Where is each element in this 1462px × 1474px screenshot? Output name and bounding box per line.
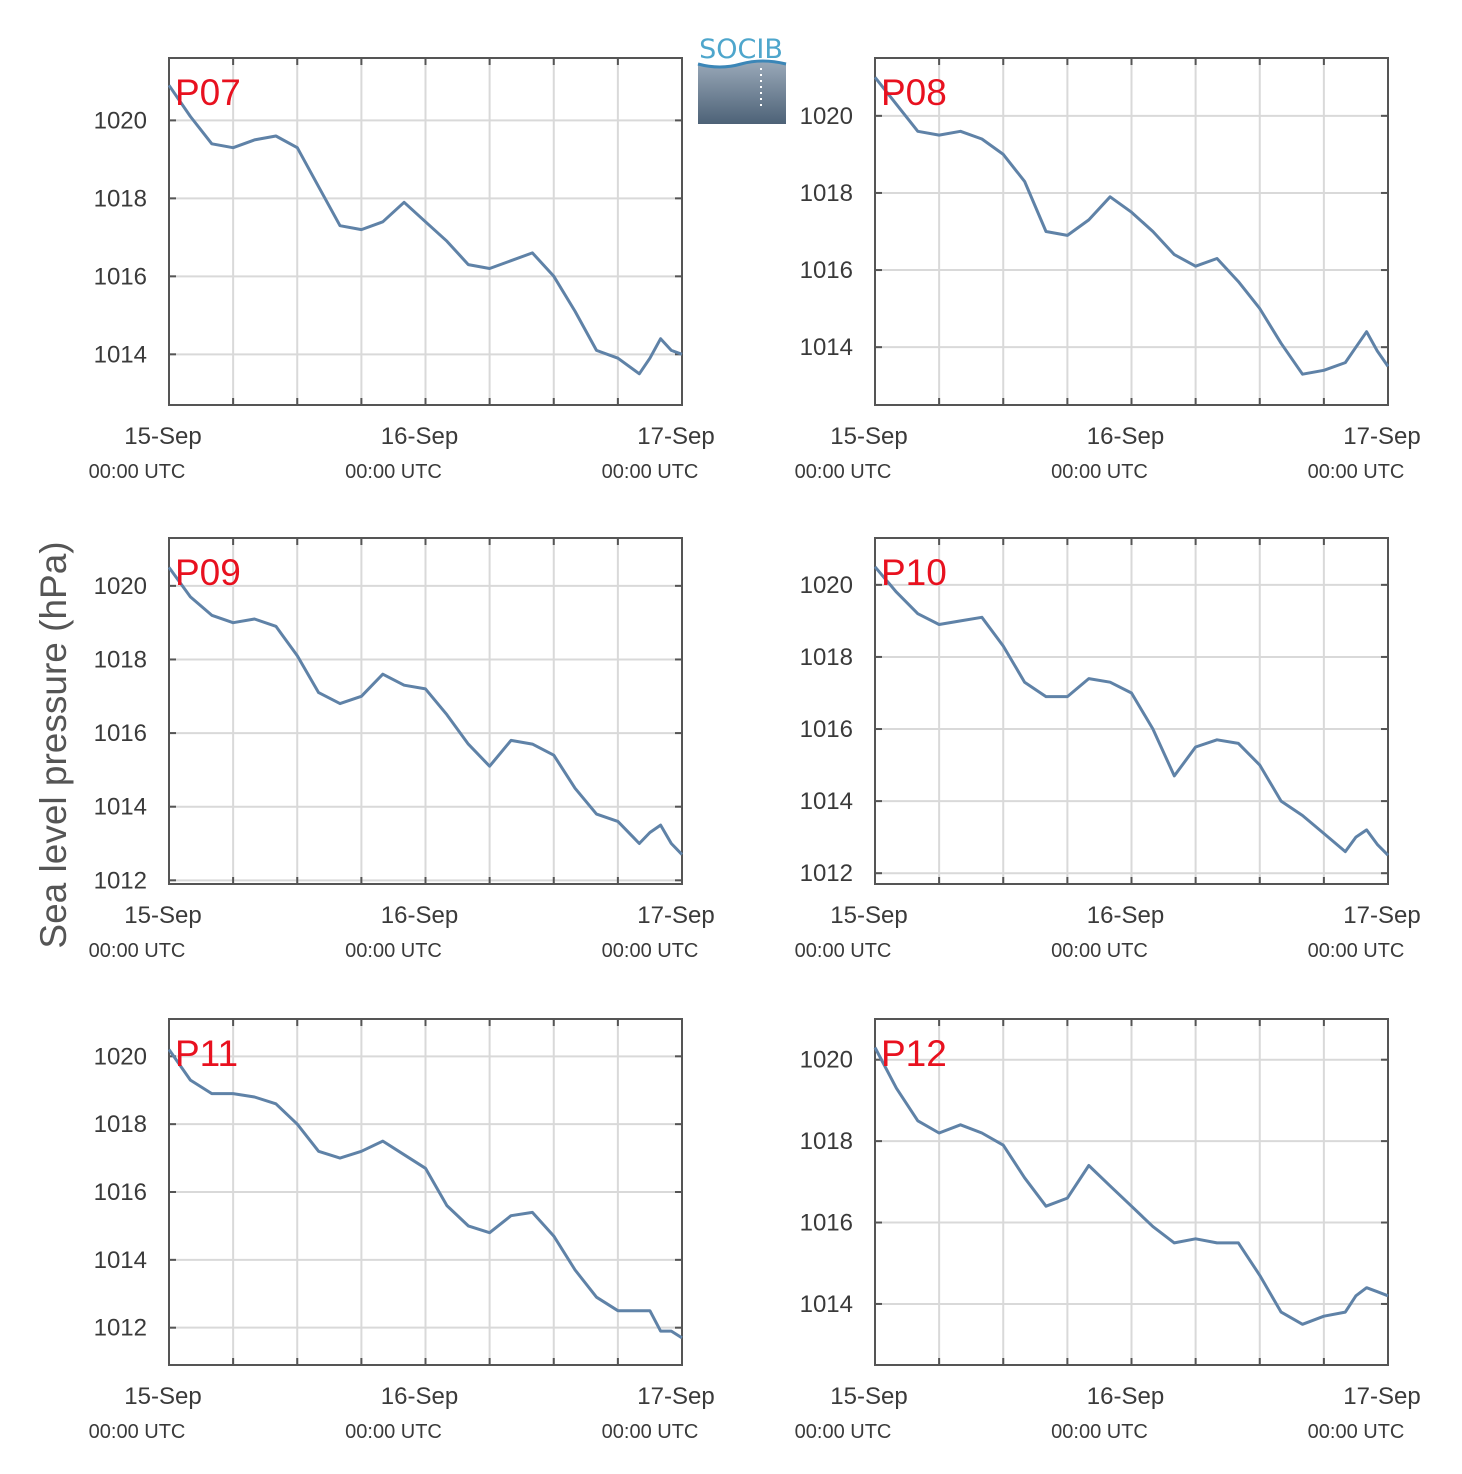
y-tick-label: 1012	[800, 860, 853, 887]
x-tick-label: 17-Sep	[1343, 902, 1420, 929]
y-tick-label: 1018	[800, 180, 853, 207]
panel-p11: 1012 1014 1016 1018 1020 15-Sep 00:00 UTC 16-Se…	[89, 1018, 715, 1443]
x-tick-label: 16-Sep	[381, 423, 458, 450]
x-tick-label: 17-Sep	[1343, 423, 1420, 450]
series-line-p11	[167, 1048, 683, 1340]
series-line-p10	[873, 565, 1390, 857]
x-tick-sublabel: 00:00 UTC	[795, 940, 892, 962]
x-tick-sublabel: 00:00 UTC	[1308, 461, 1405, 483]
x-tick-label: 16-Sep	[381, 1383, 458, 1410]
x-tick-sublabel: 00:00 UTC	[602, 1421, 699, 1443]
x-tick-label: 15-Sep	[830, 902, 907, 929]
y-tick-label: 1020	[800, 1047, 853, 1074]
x-tick-sublabel: 00:00 UTC	[1051, 461, 1148, 483]
y-tick-label: 1014	[94, 341, 147, 368]
y-tick-label: 1012	[94, 1315, 147, 1342]
y-tick-label: 1018	[800, 1128, 853, 1155]
y-tick-label: 1016	[800, 257, 853, 284]
panel-p12: 1014 1016 1018 1020 15-Sep 00:00 UTC 16-Sep 00:…	[795, 1018, 1421, 1443]
x-tick-sublabel: 00:00 UTC	[1051, 940, 1148, 962]
y-tick-label: 1014	[800, 788, 853, 815]
logo-wave-highlight	[697, 59, 787, 69]
x-tick-label: 15-Sep	[830, 1383, 907, 1410]
y-tick-label: 1020	[800, 103, 853, 130]
y-tick-label: 1016	[800, 716, 853, 743]
y-tick-label: 1016	[94, 1179, 147, 1206]
panel-p09: 1012 1014 1016 1018 1020 15-Sep 00:00 UTC 16-Se…	[89, 537, 715, 962]
x-tick-sublabel: 00:00 UTC	[795, 461, 892, 483]
y-tick-label: 1014	[800, 334, 853, 361]
x-tick-sublabel: 00:00 UTC	[1308, 940, 1405, 962]
panel-label: P07	[175, 72, 241, 113]
y-tick-label: 1018	[94, 185, 147, 212]
y-tick-label: 1014	[800, 1291, 853, 1318]
x-tick-label: 17-Sep	[637, 1383, 714, 1410]
panel-p08: 1014 1016 1018 1020 15-Sep 00:00 UTC 16-Sep 00:…	[795, 57, 1421, 483]
y-tick-label: 1016	[800, 1210, 853, 1237]
x-tick-label: 15-Sep	[124, 423, 201, 450]
panels: 1014 1016 1018 1020 15-Sep 00:00 UTC 16-Sep 00:…	[89, 57, 1421, 1443]
panel-label: P09	[175, 552, 241, 593]
x-tick-sublabel: 00:00 UTC	[89, 461, 186, 483]
y-tick-label: 1012	[94, 867, 147, 894]
panel-label: P12	[881, 1033, 947, 1074]
socib-logo: SOCIB	[697, 34, 787, 124]
x-tick-label: 15-Sep	[124, 1383, 201, 1410]
panel-label: P10	[881, 552, 947, 593]
y-tick-label: 1018	[94, 1111, 147, 1138]
x-tick-label: 16-Sep	[1087, 1383, 1164, 1410]
x-tick-label: 15-Sep	[830, 423, 907, 450]
x-tick-label: 17-Sep	[637, 902, 714, 929]
y-axis-label: Sea level pressure (hPa)	[33, 541, 74, 948]
x-tick-sublabel: 00:00 UTC	[602, 940, 699, 962]
y-tick-label: 1020	[94, 107, 147, 134]
logo-wave	[698, 61, 786, 124]
x-tick-sublabel: 00:00 UTC	[345, 940, 442, 962]
y-tick-label: 1016	[94, 720, 147, 747]
y-tick-label: 1020	[94, 1043, 147, 1070]
y-tick-label: 1018	[94, 646, 147, 673]
x-tick-label: 16-Sep	[1087, 902, 1164, 929]
panel-label: P08	[881, 72, 947, 113]
x-tick-sublabel: 00:00 UTC	[89, 940, 186, 962]
series-line-p08	[873, 76, 1390, 376]
series-line-p07	[167, 84, 683, 376]
x-tick-label: 16-Sep	[381, 902, 458, 929]
x-tick-label: 15-Sep	[124, 902, 201, 929]
x-tick-sublabel: 00:00 UTC	[602, 461, 699, 483]
panel-p07: 1014 1016 1018 1020 15-Sep 00:00 UTC 16-Sep 00:…	[89, 57, 715, 483]
x-tick-sublabel: 00:00 UTC	[345, 1421, 442, 1443]
y-tick-label: 1020	[94, 573, 147, 600]
x-tick-sublabel: 00:00 UTC	[795, 1421, 892, 1443]
panel-label: P11	[175, 1033, 238, 1074]
series-line-p09	[167, 566, 684, 856]
x-tick-label: 17-Sep	[637, 423, 714, 450]
x-tick-sublabel: 00:00 UTC	[89, 1421, 186, 1443]
series-line-p12	[873, 1046, 1389, 1326]
x-tick-label: 16-Sep	[1087, 423, 1164, 450]
x-tick-sublabel: 00:00 UTC	[1051, 1421, 1148, 1443]
x-tick-sublabel: 00:00 UTC	[1308, 1421, 1405, 1443]
y-tick-label: 1014	[94, 794, 147, 821]
y-tick-label: 1018	[800, 644, 853, 671]
panel-p10: 1012 1014 1016 1018 1020 15-Sep 00:00 UTC 16-Se…	[795, 537, 1421, 962]
y-tick-label: 1016	[94, 263, 147, 290]
y-tick-label: 1014	[94, 1247, 147, 1274]
x-tick-label: 17-Sep	[1343, 1383, 1420, 1410]
y-tick-label: 1020	[800, 572, 853, 599]
x-tick-sublabel: 00:00 UTC	[345, 461, 442, 483]
